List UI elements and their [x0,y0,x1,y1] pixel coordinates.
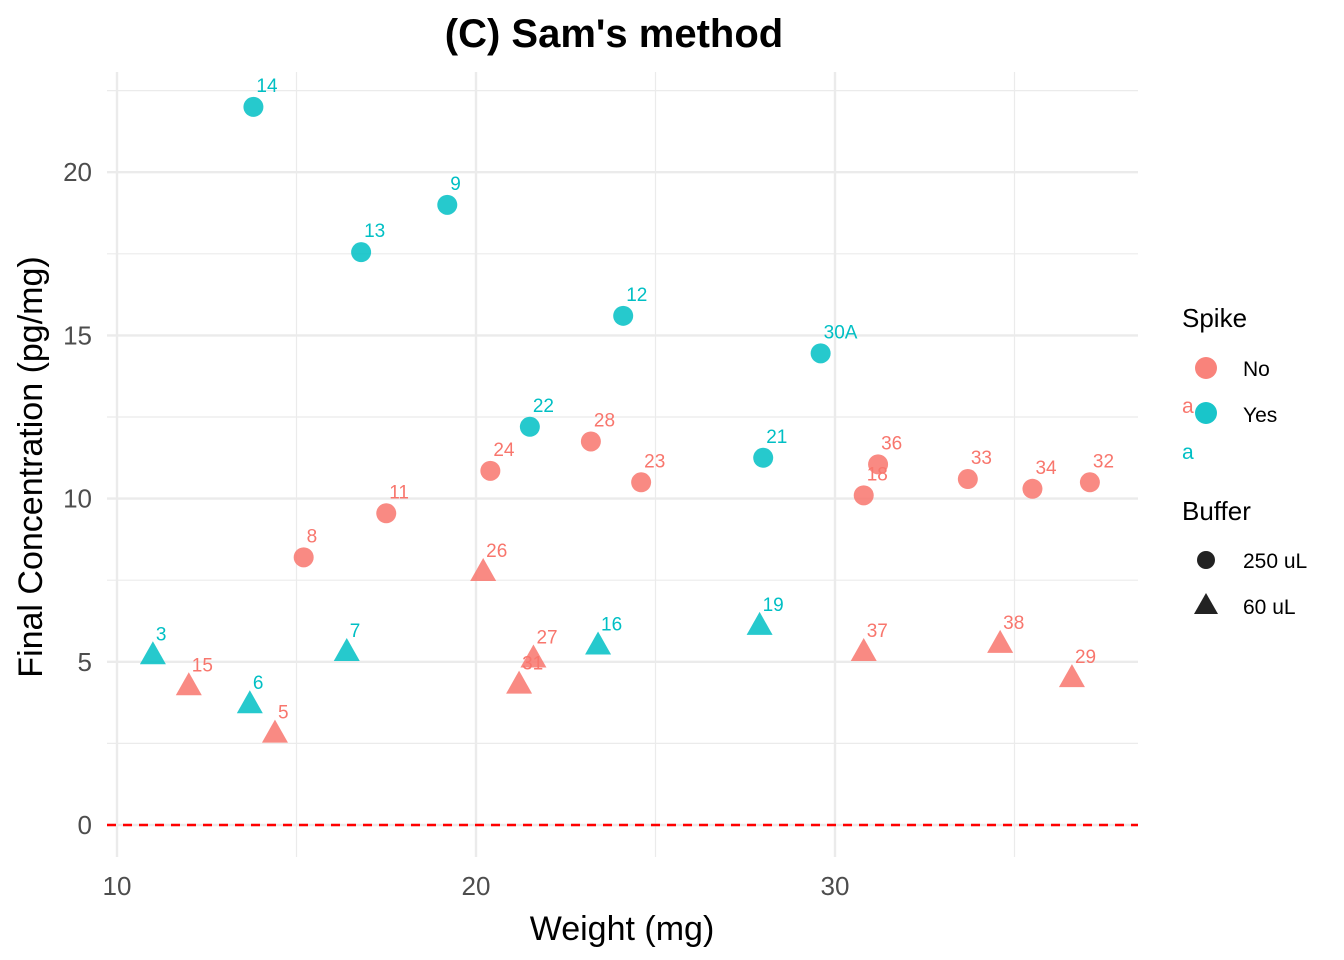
legend-yes-label: Yes [1243,404,1277,427]
point-triangle [261,719,288,743]
point-triangle [520,644,547,668]
x-tick-label: 10 [103,871,132,901]
point-triangle [506,670,533,694]
point-label: 28 [594,410,615,431]
point-triangle [236,690,263,714]
point-circle [351,242,372,263]
point-label: 31 [522,654,543,675]
y-tick-label: 20 [63,157,92,187]
legend-spike-title: Spike [1182,303,1247,333]
point-triangle [333,638,360,662]
point-label: 12 [626,285,647,306]
point-label: 21 [766,427,787,448]
point-labels: 14 13 9 12 30A 22 21 28 24 23 36 18 33 34 32 11 8 26 3 15 65… [156,76,1114,724]
point-label: 5 [278,703,289,724]
point-circle [957,469,978,490]
y-tick-label: 10 [63,484,92,514]
point-label: 29 [1075,647,1096,668]
point-label: 6 [253,673,264,694]
point-circle [853,485,874,506]
point-label: 18 [867,464,888,485]
legend-buffer: Buffer 250 uL 60 uL [1182,496,1307,619]
point-triangle [175,672,202,696]
legend-no-key [1195,357,1217,379]
point-circle [613,305,634,326]
point-label: 30A [824,322,858,343]
legend-spike: Spike No a Yes a [1182,303,1277,464]
point-label: 15 [192,655,213,676]
point-triangle [470,558,497,582]
point-circle [810,343,831,364]
point-label: 32 [1093,451,1114,472]
point-triangle [746,611,773,635]
legend-no-label: No [1243,358,1270,381]
x-tick-label: 30 [821,871,850,901]
point-circle [376,503,397,524]
point-label: 16 [601,614,622,635]
point-triangle [139,641,166,665]
point-circle [1022,478,1043,499]
point-label: 22 [533,396,554,417]
point-label: 38 [1003,613,1024,634]
legend-250ul-key [1197,551,1215,569]
point-label: 11 [389,482,409,503]
point-circle [868,454,889,475]
point-circle [437,194,458,215]
point-triangle [850,638,877,662]
point-label: 14 [256,76,278,97]
point-label: 7 [350,621,361,642]
x-tick-label: 20 [462,871,491,901]
point-label: 27 [536,628,557,649]
point-label: 34 [1035,458,1057,479]
y-tick-label: 15 [63,320,92,350]
legend-250ul-label: 250 uL [1243,550,1307,573]
point-triangle [585,631,612,655]
point-circle [480,460,501,481]
legend-yes-text-key: a [1182,441,1194,464]
legend-60ul-key [1194,593,1218,614]
point-circle [519,416,540,437]
point-label: 19 [763,595,784,616]
legend-no-text-key: a [1182,395,1194,418]
point-circle [580,431,601,452]
y-axis-title: Final Concentration (pg/mg) [12,256,50,677]
chart-title: (C) Sam's method [445,12,783,56]
axis-tick-labels: 10 20 30 0 5 10 15 20 [63,157,849,901]
point-label: 36 [881,433,902,454]
point-triangle [987,629,1014,653]
point-label: 23 [644,451,665,472]
y-tick-label: 0 [78,810,92,840]
legend: Spike No a Yes a Buffer 250 uL 60 uL [1182,303,1307,619]
point-triangle [1058,664,1085,688]
point-label: 24 [493,440,515,461]
point-circle [631,472,652,493]
point-circle [243,96,264,117]
x-axis-title: Weight (mg) [530,910,715,948]
point-label: 37 [867,621,888,642]
legend-60ul-label: 60 uL [1243,596,1296,619]
point-label: 8 [307,526,318,547]
data-points [139,96,1100,743]
point-label: 26 [486,541,507,562]
point-circle [293,547,314,568]
point-label: 3 [156,624,167,645]
grid [107,72,1138,857]
y-tick-label: 5 [78,647,92,677]
point-circle [753,447,774,468]
point-circle [1079,472,1100,493]
point-label: 33 [971,448,992,469]
point-label: 13 [364,221,385,242]
point-label: 9 [450,174,461,195]
legend-buffer-title: Buffer [1182,496,1251,526]
legend-yes-key [1195,402,1217,424]
